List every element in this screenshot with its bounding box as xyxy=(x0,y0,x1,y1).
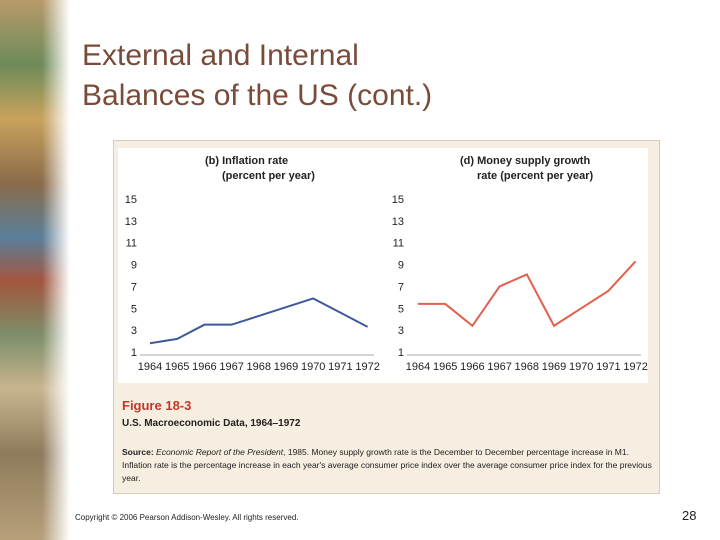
x-tick-label: 1965 xyxy=(165,361,189,373)
data-line xyxy=(418,260,637,328)
figure-caption: U.S. Macroeconomic Data, 1964–1972 xyxy=(122,418,301,429)
y-tick-label: 7 xyxy=(131,281,137,293)
x-tick-label: 1970 xyxy=(301,361,325,373)
chart-subtitle: rate (percent per year) xyxy=(477,170,593,182)
source-text: , 1985. Money supply growth rate is the … xyxy=(122,447,652,483)
y-tick-label: 7 xyxy=(398,281,404,293)
y-tick-label: 5 xyxy=(398,303,404,315)
page-number: 28 xyxy=(682,508,697,523)
source-note: Source: Economic Report of the President… xyxy=(122,446,652,485)
x-tick-label: 1964 xyxy=(138,361,162,373)
x-tick-label: 1969 xyxy=(542,361,566,373)
source-label: Source: xyxy=(122,447,154,457)
x-tick-label: 1964 xyxy=(406,361,430,373)
y-tick-label: 13 xyxy=(125,216,137,228)
x-tick-label: 1966 xyxy=(460,361,484,373)
y-tick-label: 11 xyxy=(126,238,137,250)
y-tick-label: 9 xyxy=(398,260,404,272)
x-tick-label: 1972 xyxy=(623,361,647,373)
chart-subtitle: (percent per year) xyxy=(222,170,315,182)
y-tick-label: 3 xyxy=(131,325,137,337)
x-tick-label: 1969 xyxy=(274,361,298,373)
x-tick-label: 1967 xyxy=(219,361,243,373)
y-tick-label: 15 xyxy=(392,194,404,206)
y-tick-label: 9 xyxy=(131,260,137,272)
y-tick-label: 13 xyxy=(392,216,404,228)
x-tick-label: 1970 xyxy=(569,361,593,373)
y-tick-label: 1 xyxy=(131,347,137,359)
x-tick-label: 1968 xyxy=(247,361,271,373)
data-line xyxy=(149,297,369,345)
y-tick-label: 15 xyxy=(125,194,137,206)
chart-title: (d) Money supply growth xyxy=(460,155,590,167)
x-tick-label: 1967 xyxy=(487,361,511,373)
slide-title: External and Internal xyxy=(82,39,359,72)
y-tick-label: 11 xyxy=(393,238,404,250)
x-tick-label: 1965 xyxy=(433,361,457,373)
y-tick-label: 1 xyxy=(398,347,404,359)
source-title: Economic Report of the President xyxy=(156,447,284,457)
chart-panel xyxy=(118,148,648,383)
x-tick-label: 1968 xyxy=(515,361,539,373)
y-tick-label: 3 xyxy=(398,325,404,337)
x-tick-label: 1971 xyxy=(328,361,352,373)
figure-label: Figure 18-3 xyxy=(122,398,192,413)
slide-title: Balances of the US (cont.) xyxy=(82,79,433,112)
chart-title: (b) Inflation rate xyxy=(205,155,288,167)
decorative-strip xyxy=(0,0,70,540)
x-tick-label: 1966 xyxy=(192,361,216,373)
x-tick-label: 1971 xyxy=(596,361,620,373)
copyright: Copyright © 2006 Pearson Addison-Wesley.… xyxy=(75,513,299,522)
x-tick-label: 1972 xyxy=(355,361,379,373)
y-tick-label: 5 xyxy=(131,303,137,315)
